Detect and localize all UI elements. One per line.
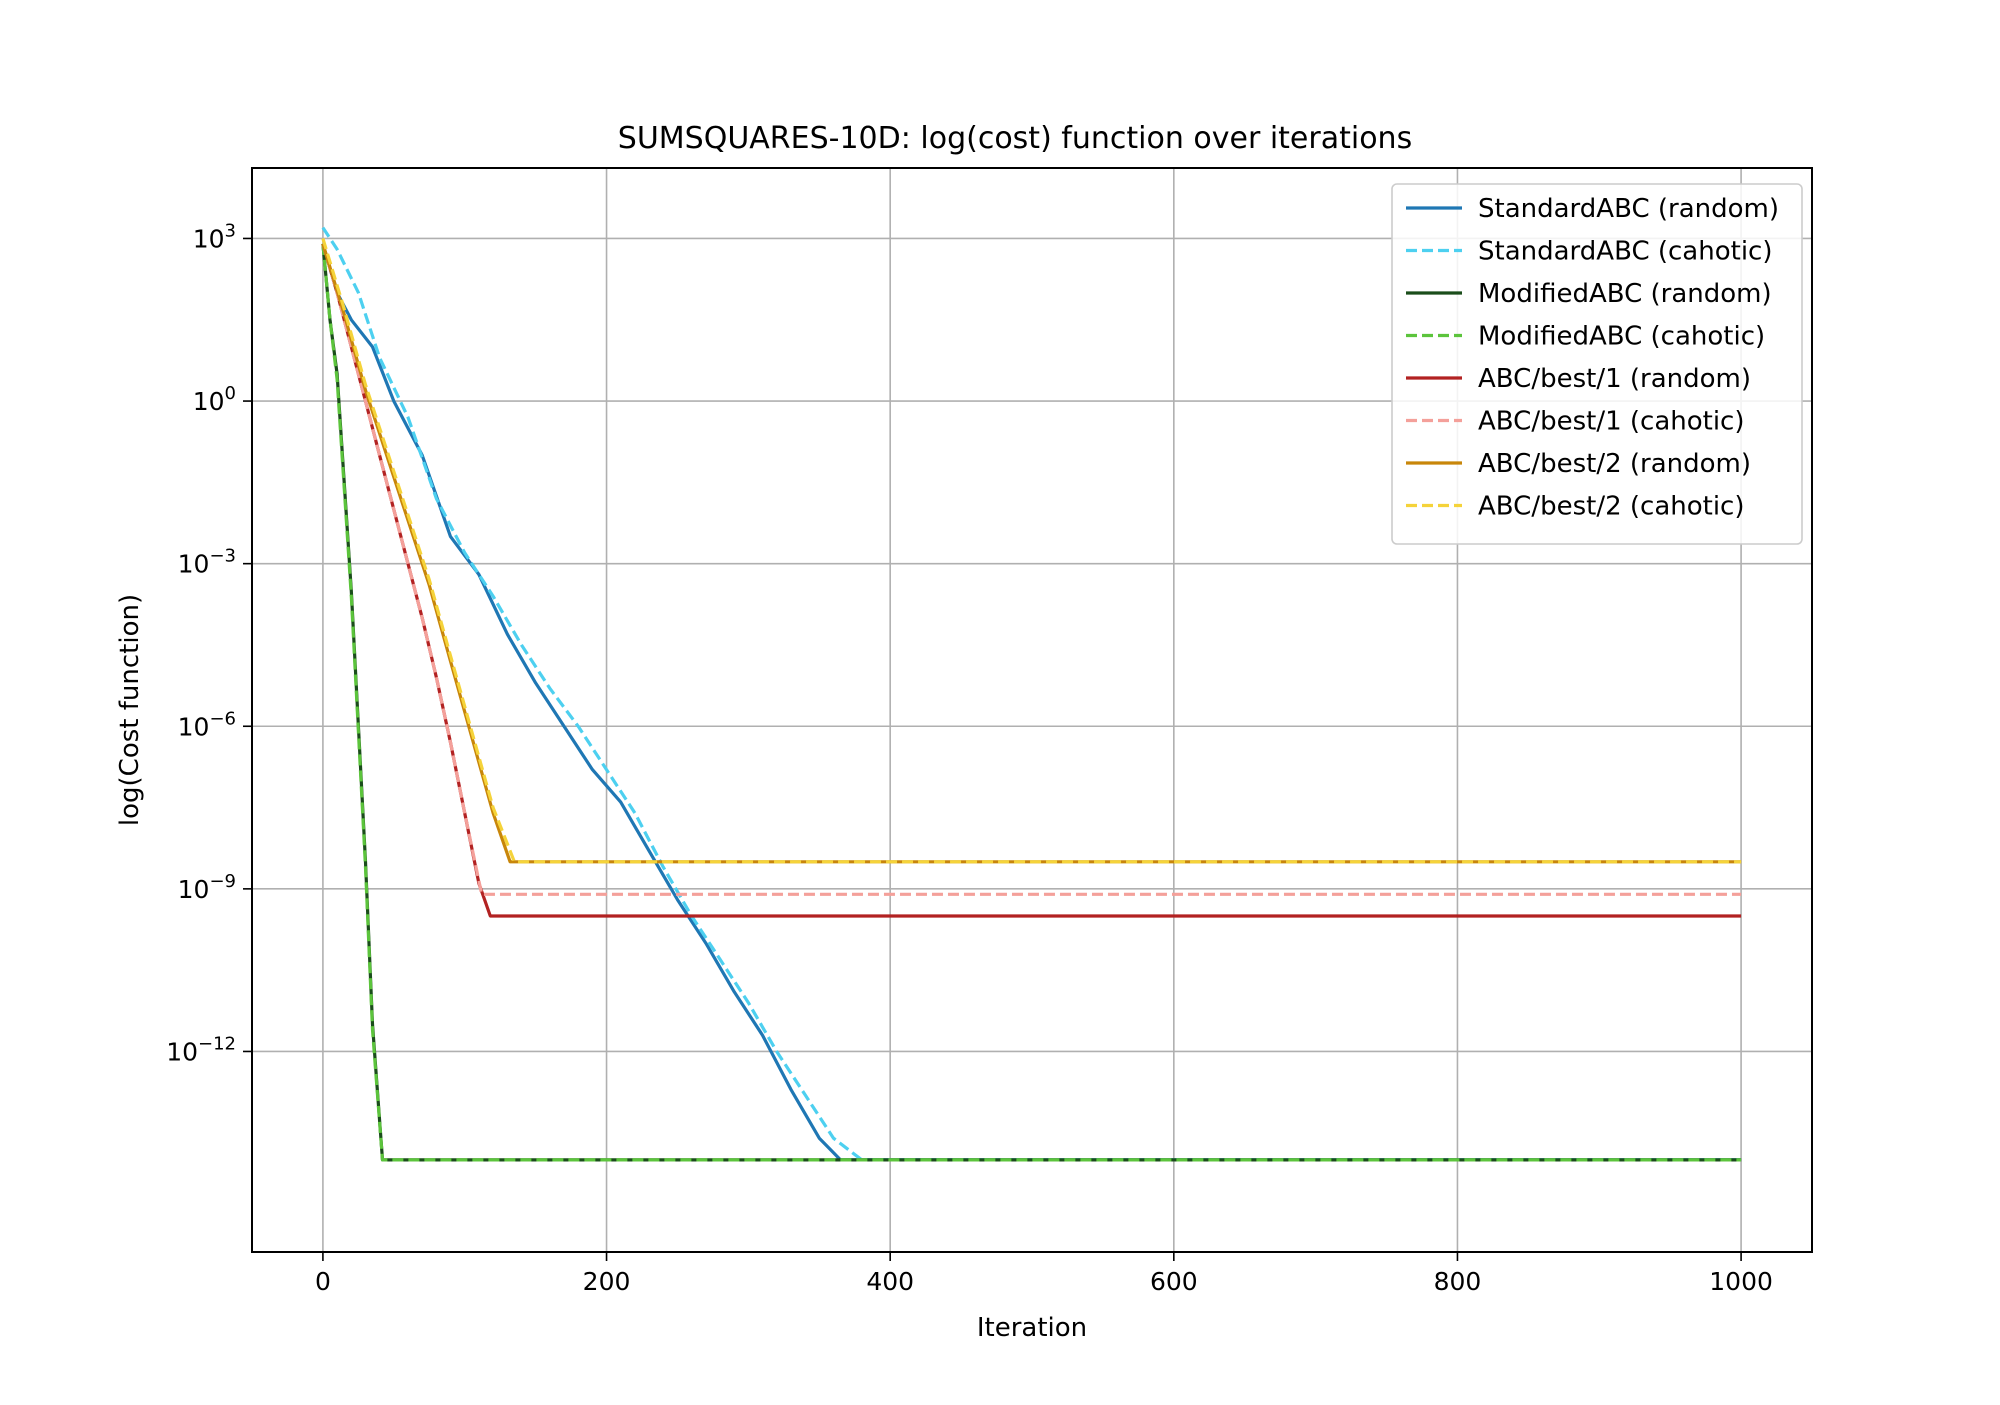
series-line-5 — [321, 243, 1742, 896]
y-tick-label: 100 — [193, 383, 236, 416]
x-tick-label: 1000 — [1709, 1267, 1773, 1296]
x-axis-ticks: 0 200 400 600 800 1000 — [315, 1252, 1773, 1296]
y-tick-label: 10−3 — [178, 546, 236, 579]
chart-title: SUMSQUARES-10D: log(cost) function over … — [618, 121, 1412, 156]
legend-label: ModifiedABC (random) — [1478, 279, 1772, 309]
legend-label: ABC/best/1 (cahotic) — [1478, 407, 1745, 437]
x-axis-label: Iteration — [977, 1313, 1087, 1343]
y-tick-label: 10−12 — [166, 1033, 236, 1066]
legend: StandardABC (random) StandardABC (cahotic… — [1391, 183, 1803, 545]
series-lines — [321, 226, 1742, 1162]
y-tick-exponent: 3 — [225, 220, 236, 241]
y-tick-base: 10 — [178, 712, 210, 741]
y-tick-exponent: −12 — [198, 1033, 236, 1054]
series-line-1 — [321, 226, 1742, 1162]
x-tick-label: 400 — [866, 1267, 914, 1296]
y-axis-label: log(Cost function) — [115, 594, 145, 826]
y-tick-base: 10 — [166, 1037, 198, 1066]
y-tick-base: 10 — [178, 550, 210, 579]
y-tick-base: 10 — [193, 387, 225, 416]
y-tick-exponent: 0 — [225, 383, 236, 404]
y-tick-exponent: −9 — [209, 871, 236, 892]
series-line-0 — [321, 243, 1742, 1162]
y-tick-base: 10 — [193, 224, 225, 253]
x-tick-label: 0 — [315, 1267, 331, 1296]
y-tick-exponent: −6 — [209, 708, 236, 729]
legend-label: StandardABC (cahotic) — [1478, 237, 1772, 267]
y-tick-label: 10−9 — [178, 871, 236, 904]
legend-label: ABC/best/1 (random) — [1478, 364, 1751, 394]
plot-frame — [251, 167, 1813, 1253]
legend-label: StandardABC (random) — [1478, 194, 1779, 224]
series-line-7 — [321, 238, 1742, 864]
y-tick-label: 10−6 — [178, 708, 236, 741]
y-tick-base: 10 — [178, 875, 210, 904]
x-tick-label: 600 — [1150, 1267, 1198, 1296]
y-tick-exponent: −3 — [209, 546, 236, 567]
x-tick-label: 200 — [583, 1267, 631, 1296]
legend-label: ABC/best/2 (random) — [1478, 449, 1751, 479]
x-tick-label: 800 — [1434, 1267, 1482, 1296]
y-tick-label: 103 — [193, 220, 236, 253]
legend-label: ABC/best/2 (cahotic) — [1478, 492, 1745, 522]
series-line-3 — [321, 243, 1742, 1162]
legend-box — [1391, 183, 1803, 545]
legend-label: ModifiedABC (cahotic) — [1478, 322, 1765, 352]
